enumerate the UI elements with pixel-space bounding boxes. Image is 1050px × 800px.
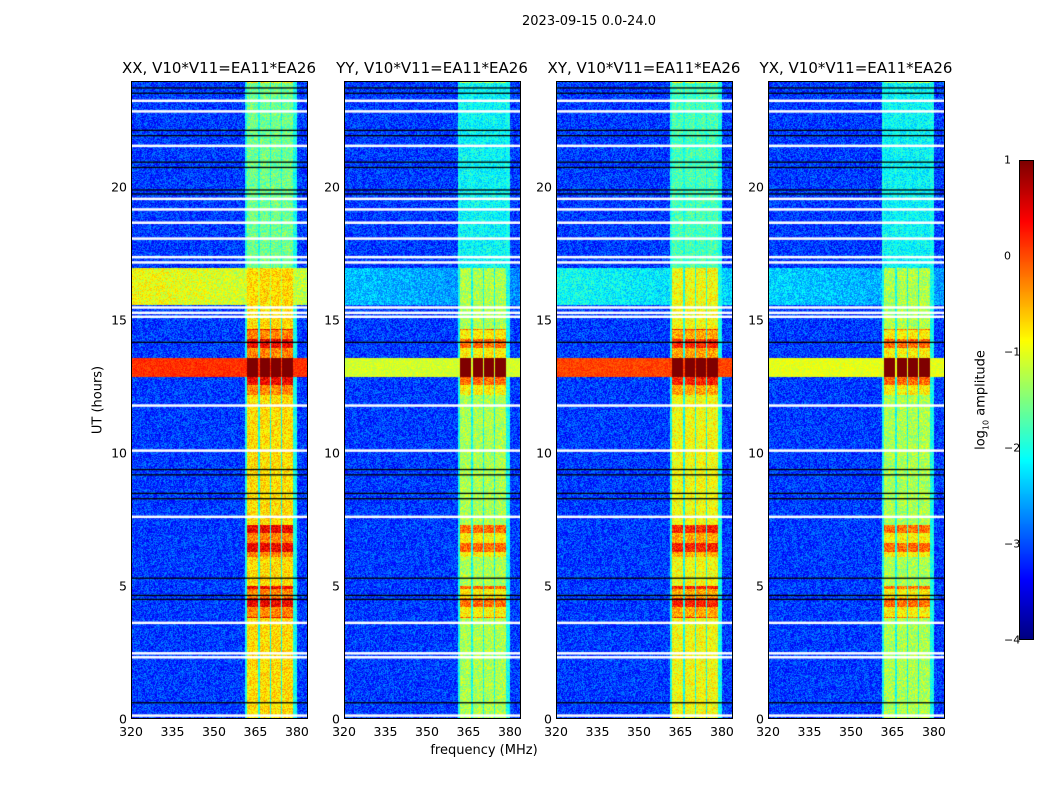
colorbar-tick-label: −2	[1004, 441, 1021, 455]
x-tick-label: 365	[880, 724, 905, 739]
x-axis-label: frequency (MHz)	[430, 743, 538, 758]
waterfall-panel	[131, 81, 308, 719]
x-tick-label: 365	[456, 724, 481, 739]
panel-title: XX, V10*V11=EA11*EA26	[121, 59, 316, 77]
colorbar-tick-label: −1	[1004, 345, 1021, 359]
colorbar-tick-label: −4	[1004, 633, 1021, 647]
colorbar-label: log10 amplitude	[973, 350, 991, 450]
x-tick-label: 350	[839, 724, 863, 739]
y-tick-label: 5	[332, 578, 340, 594]
x-tick-label: 365	[668, 724, 693, 739]
x-tick-label: 380	[285, 724, 309, 739]
y-tick-label: 20	[324, 179, 340, 195]
heatmap-image	[769, 82, 944, 718]
x-tick-label: 320	[756, 724, 780, 739]
y-tick-label: 10	[536, 445, 552, 461]
y-tick-label: 10	[324, 445, 340, 461]
y-tick-label: 5	[756, 578, 764, 594]
x-tick-label: 380	[922, 724, 946, 739]
x-tick-label: 320	[544, 724, 568, 739]
y-tick-label: 5	[544, 578, 552, 594]
x-tick-label: 350	[202, 724, 226, 739]
x-tick-label: 380	[498, 724, 522, 739]
waterfall-panel	[344, 81, 521, 719]
heatmap-image	[132, 82, 307, 718]
y-axis-label: UT (hours)	[90, 365, 106, 435]
colorbar	[1019, 160, 1034, 640]
y-tick-label: 10	[111, 445, 127, 461]
y-tick-label: 20	[748, 179, 764, 195]
waterfall-panel	[556, 81, 733, 719]
x-tick-label: 335	[797, 724, 822, 739]
heatmap-image	[345, 82, 520, 718]
colorbar-tick-label: 0	[1004, 249, 1011, 263]
y-tick-label: 5	[119, 578, 127, 594]
x-tick-label: 320	[332, 724, 356, 739]
y-tick-label: 15	[748, 312, 764, 328]
x-tick-label: 365	[243, 724, 268, 739]
x-tick-label: 380	[710, 724, 734, 739]
x-tick-label: 320	[119, 724, 143, 739]
y-tick-label: 0	[756, 711, 764, 727]
y-tick-label: 15	[536, 312, 552, 328]
x-tick-label: 350	[627, 724, 651, 739]
y-tick-label: 0	[119, 711, 127, 727]
panel-title: XY, V10*V11=EA11*EA26	[547, 59, 741, 77]
x-tick-label: 335	[585, 724, 610, 739]
y-tick-label: 20	[111, 179, 127, 195]
heatmap-image	[557, 82, 732, 718]
y-tick-label: 15	[324, 312, 340, 328]
y-tick-label: 0	[332, 711, 340, 727]
y-tick-label: 10	[748, 445, 764, 461]
waterfall-panel	[768, 81, 945, 719]
y-tick-label: 15	[111, 312, 127, 328]
x-tick-label: 350	[415, 724, 439, 739]
x-tick-label: 335	[160, 724, 185, 739]
x-tick-label: 335	[373, 724, 398, 739]
colorbar-tick-label: −3	[1004, 537, 1021, 551]
y-tick-label: 20	[536, 179, 552, 195]
colorbar-tick-label: 1	[1004, 153, 1011, 167]
figure-title: 2023-09-15 0.0-24.0	[522, 14, 656, 29]
panel-title: YX, V10*V11=EA11*EA26	[759, 59, 953, 77]
y-tick-label: 0	[544, 711, 552, 727]
panel-title: YY, V10*V11=EA11*EA26	[336, 59, 528, 77]
